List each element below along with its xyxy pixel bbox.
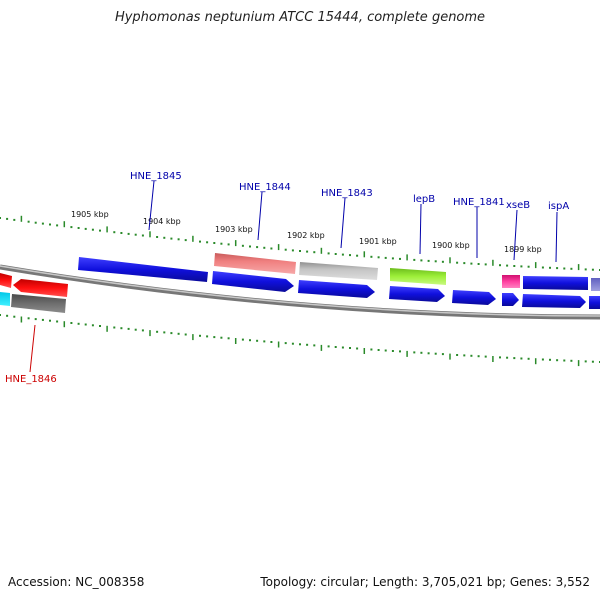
upper-tick-ruler (0, 215, 600, 271)
gene-bar[interactable] (11, 294, 66, 313)
label-leader (555, 211, 558, 263)
tick-label: 1901 kbp (359, 237, 397, 246)
gene-label[interactable]: lepB (413, 194, 435, 205)
gene-bar[interactable] (214, 253, 296, 274)
tick-label: 1904 kbp (143, 217, 181, 226)
gene-bar[interactable] (299, 262, 378, 280)
gene-arrow[interactable] (298, 280, 375, 298)
gene-arrow[interactable] (502, 293, 519, 306)
gene-label[interactable]: HNE_1845 (130, 171, 182, 182)
gene-label[interactable]: HNE_1841 (453, 197, 505, 208)
gene-bar[interactable] (0, 292, 10, 306)
gene-label[interactable]: HNE_1846 (5, 374, 57, 385)
tick-label: 1900 kbp (432, 241, 470, 250)
tick-label: 1903 kbp (215, 225, 253, 234)
genome-stats: Topology: circular; Length: 3,705,021 bp… (260, 575, 590, 589)
gene-bar[interactable] (78, 257, 208, 282)
gene-arrow[interactable] (13, 279, 68, 297)
accession-label: Accession: NC_008358 (8, 575, 145, 589)
label-leader (148, 180, 155, 231)
label-leader (513, 209, 518, 261)
genome-backbone-highlight (0, 265, 600, 317)
label-leader (257, 191, 263, 241)
label-leader (340, 197, 346, 249)
gene-bar[interactable] (502, 275, 520, 288)
label-leader (29, 324, 36, 373)
tick-labels: 1905 kbp 1904 kbp 1903 kbp 1902 kbp 1901… (71, 210, 542, 254)
outer-track (0, 253, 600, 297)
gene-label[interactable]: xseB (506, 200, 530, 211)
gene-arrow[interactable] (452, 290, 496, 305)
gene-label[interactable]: ispA (548, 201, 569, 212)
tick-label: 1899 kbp (504, 245, 542, 254)
gene-bar[interactable] (390, 268, 446, 285)
label-leader (419, 203, 422, 255)
genome-backbone (0, 264, 600, 320)
gene-bar[interactable] (591, 278, 600, 291)
gene-bar[interactable] (589, 296, 600, 309)
tick-label: 1905 kbp (71, 210, 109, 219)
gene-label[interactable]: HNE_1843 (321, 188, 373, 199)
gene-labels: HNE_1845 HNE_1844 HNE_1843 lepB HNE_1841… (5, 171, 569, 385)
genome-title: Hyphomonas neptunium ATCC 15444, complet… (114, 10, 486, 25)
gene-arrow[interactable] (522, 294, 586, 308)
inner-track (0, 271, 600, 313)
gene-label[interactable]: HNE_1844 (239, 182, 291, 193)
gene-bar[interactable] (523, 276, 588, 290)
tick-label: 1902 kbp (287, 231, 325, 240)
gene-arrow[interactable] (0, 273, 12, 288)
lower-tick-ruler (0, 314, 600, 367)
gene-arrow[interactable] (389, 286, 445, 302)
gene-arrow[interactable] (212, 271, 294, 292)
